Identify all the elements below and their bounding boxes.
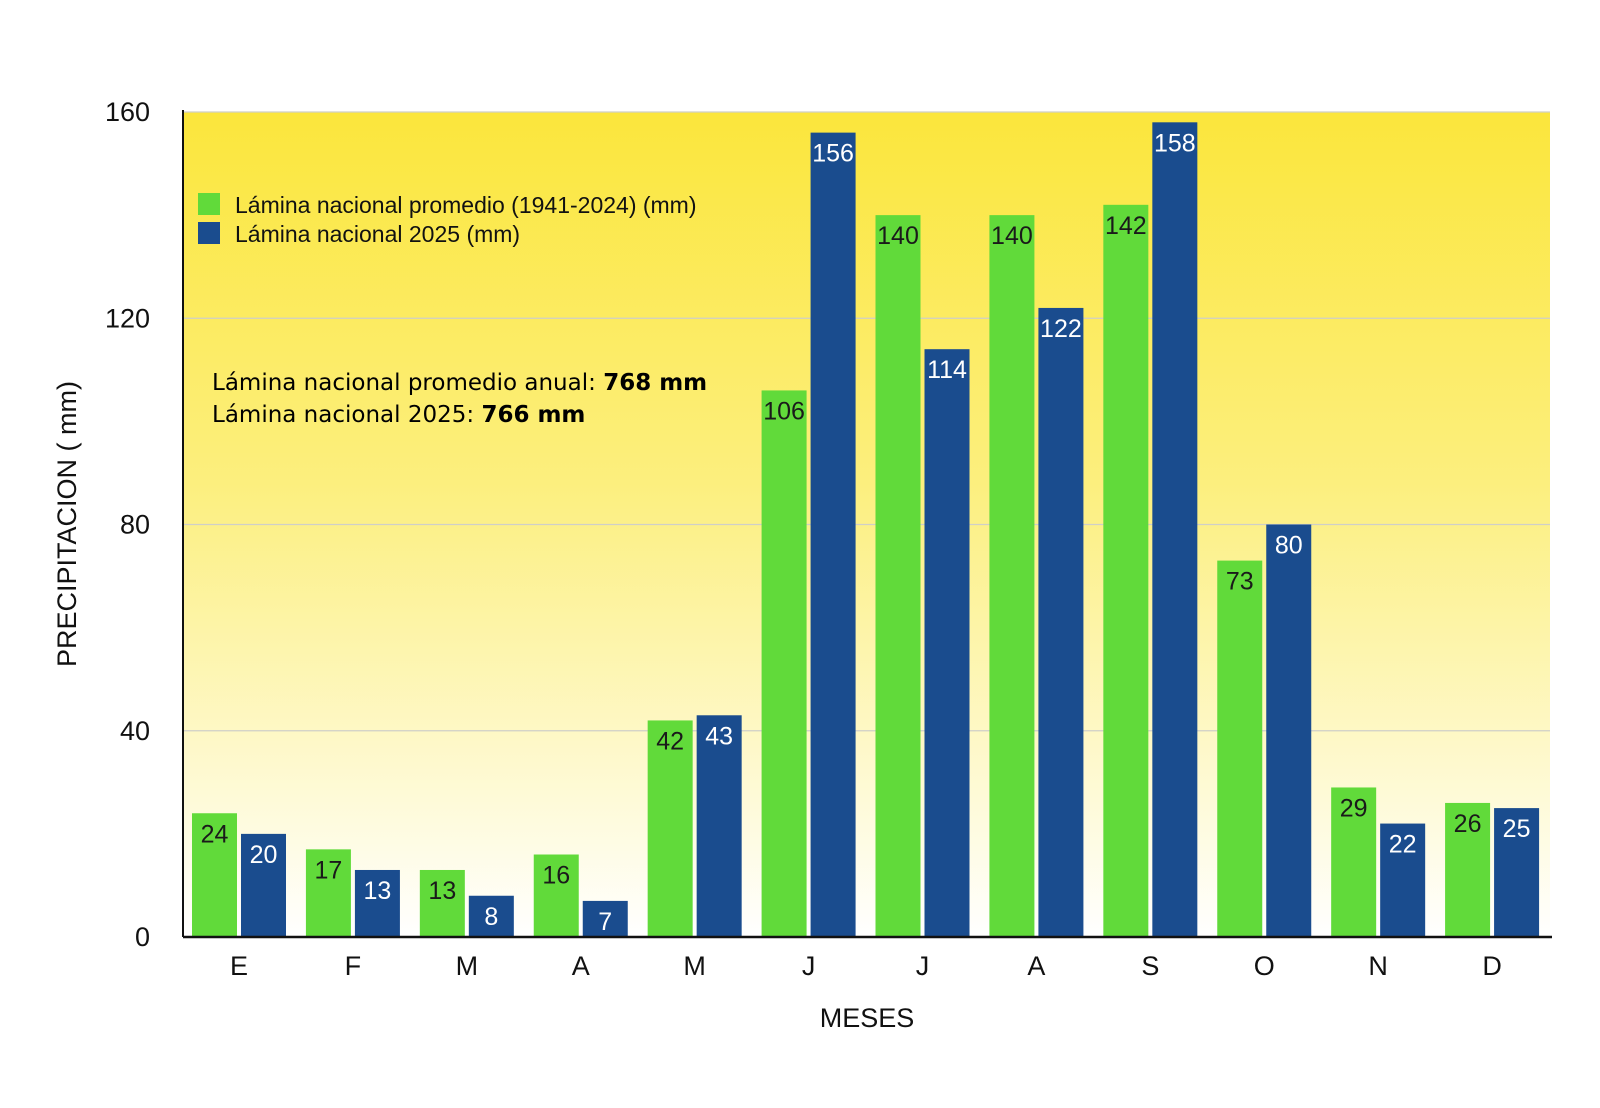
x-tick-4: M [683,951,706,981]
x-tick-10: N [1368,951,1388,981]
bar-average-3 [533,854,579,937]
y-tick-80: 80 [120,510,150,540]
y-tick-120: 120 [105,303,150,333]
bar-average-0 [192,813,237,937]
bar-label-2025-7: 122 [1040,315,1082,343]
bar-2025-4 [696,715,742,937]
x-tick-5: J [802,951,816,981]
bar-label-2025-11: 25 [1503,815,1531,843]
x-axis-title: MESES [820,1003,915,1033]
x-tick-6: J [916,951,930,981]
x-tick-1: F [345,951,362,981]
legend-label-2025: Lámina nacional 2025 (mm) [235,221,520,247]
bar-label-average-6: 140 [877,222,919,250]
bar-label-average-10: 29 [1340,794,1368,822]
bar-average-2 [419,869,465,937]
bar-average-9 [1217,560,1263,937]
x-tick-11: D [1482,951,1502,981]
bar-label-average-7: 140 [991,222,1033,250]
bar-2025-6 [924,349,970,937]
note-2025-label: Lámina nacional 2025: [212,402,481,428]
y-tick-0: 0 [135,922,150,952]
x-tick-3: A [572,951,590,981]
bar-average-10 [1331,787,1377,937]
note-2025-value: 766 mm [481,402,585,428]
bar-label-average-11: 26 [1454,810,1482,838]
bar-2025-11 [1494,808,1540,937]
bar-average-8 [1103,204,1149,937]
bar-average-1 [305,849,351,937]
y-tick-160: 160 [105,97,150,127]
annual-totals-note: Lámina nacional promedio anual: 768 mm L… [212,370,707,428]
bar-label-average-8: 142 [1105,212,1147,240]
bar-label-2025-0: 20 [250,841,278,869]
bar-2025-7 [1038,307,1084,937]
bar-2025-10 [1380,823,1426,937]
bar-label-2025-1: 13 [364,877,392,905]
bar-2025-9 [1266,524,1312,937]
bar-label-average-0: 24 [201,820,229,848]
bar-2025-1 [354,869,400,937]
bar-label-2025-3: 7 [598,908,612,936]
bar-average-6 [875,215,921,937]
bar-label-average-2: 13 [428,877,456,905]
bar-label-2025-2: 8 [484,903,498,931]
bar-label-average-1: 17 [315,856,343,884]
x-tick-7: A [1027,951,1045,981]
legend: Lámina nacional promedio (1941-2024) (mm… [198,192,697,247]
bar-2025-2 [468,895,514,937]
bar-label-average-4: 42 [656,727,684,755]
bar-label-average-9: 73 [1226,568,1254,596]
bar-label-2025-10: 22 [1389,831,1417,859]
x-tick-8: S [1141,951,1159,981]
bar-label-2025-9: 80 [1275,532,1303,560]
bar-average-5 [761,390,807,937]
bar-2025-5 [810,132,856,937]
x-tick-9: O [1254,951,1275,981]
legend-swatch-2025 [198,222,220,244]
y-axis-title: PRECIPITACION ( mm) [52,381,82,667]
bar-average-7 [989,215,1035,937]
y-tick-40: 40 [120,716,150,746]
bar-average-11 [1445,802,1491,937]
legend-label-average: Lámina nacional promedio (1941-2024) (mm… [235,192,697,218]
bar-label-2025-6: 114 [927,356,967,384]
note-2025-annual: Lámina nacional 2025: 766 mm [212,402,585,428]
bar-label-2025-5: 156 [812,140,854,168]
bar-2025-8 [1152,122,1198,937]
bar-average-4 [647,720,693,937]
bar-2025-3 [582,900,628,937]
note-average-value: 768 mm [603,370,707,396]
bar-label-average-5: 106 [763,397,805,425]
x-tick-2: M [456,951,479,981]
x-tick-0: E [230,951,248,981]
bars-group: 24 20 17 13 13 8 16 7 42 43 106 156 140 114 140 122 142 1… [192,122,1540,937]
bar-label-2025-8: 158 [1154,129,1196,157]
y-tick-labels: 0 40 80 120 160 [105,97,150,952]
bar-2025-0 [241,833,286,937]
legend-swatch-average [198,193,220,215]
note-average-annual: Lámina nacional promedio anual: 768 mm [212,370,707,396]
note-average-label: Lámina nacional promedio anual: [212,370,603,396]
bar-label-average-3: 16 [542,862,570,890]
gridlines [183,111,1550,732]
bar-label-2025-4: 43 [705,722,733,750]
